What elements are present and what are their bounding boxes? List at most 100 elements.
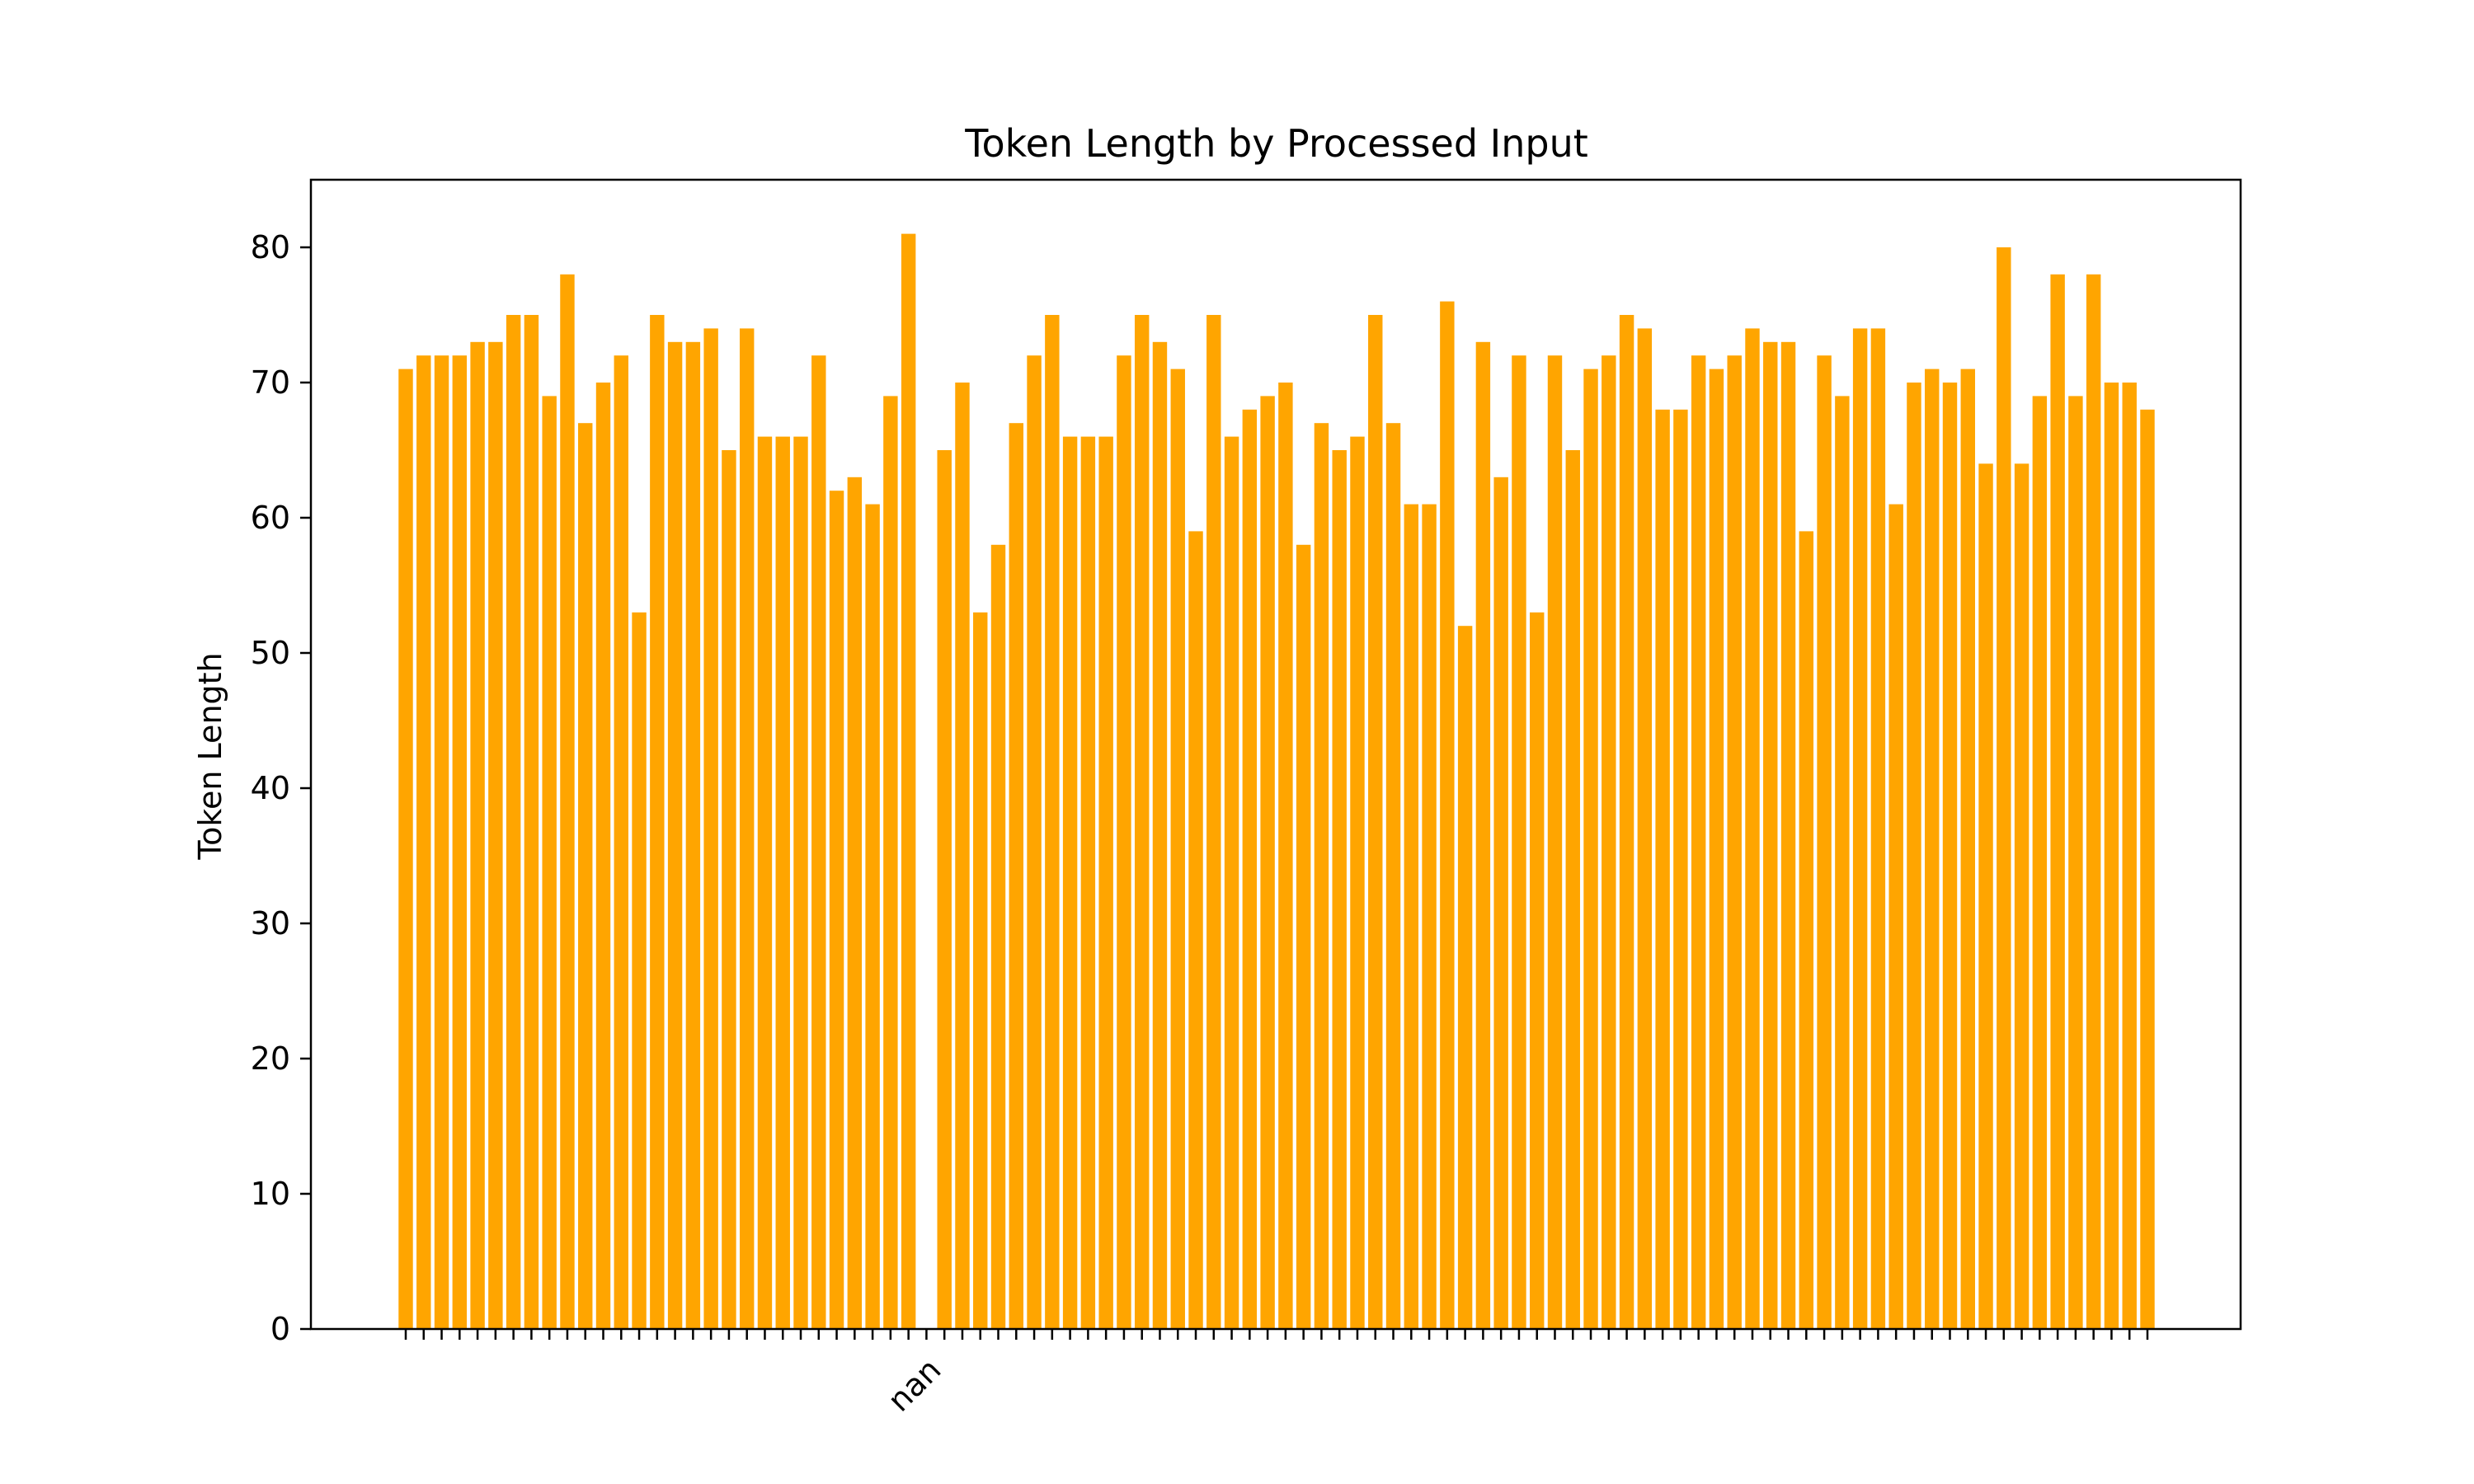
bar-32 [973,612,988,1329]
bar-52 [1332,450,1347,1329]
bar-53 [1350,436,1365,1329]
bar-3 [452,355,468,1330]
bar-37 [1062,436,1078,1329]
bar-66 [1583,369,1598,1330]
bar-42 [1152,341,1168,1329]
bar-76 [1763,341,1778,1329]
bar-65 [1565,450,1580,1329]
y-tick-label-50: 50 [251,635,290,671]
bar-31 [955,383,970,1329]
bar-49 [1278,383,1293,1329]
bars-group [398,233,2155,1330]
bar-17 [703,328,718,1329]
bar-43 [1170,369,1185,1330]
bar-28 [901,233,916,1330]
bar-84 [1907,383,1921,1329]
x-tick-label-29: nan [881,1351,948,1419]
bar-50 [1296,544,1311,1329]
bar-15 [667,341,683,1329]
bar-40 [1117,355,1131,1330]
bar-79 [1817,355,1832,1330]
bar-14 [650,315,665,1329]
bar-30 [937,450,952,1329]
bar-0 [398,369,413,1330]
bar-8 [542,396,557,1329]
bar-88 [1978,463,1993,1329]
bar-48 [1260,396,1275,1329]
bar-13 [632,612,647,1329]
bar-70 [1655,409,1670,1329]
bar-94 [2086,274,2101,1329]
bar-24 [829,491,844,1329]
bar-74 [1727,355,1742,1330]
bar-96 [2122,383,2137,1329]
bar-73 [1709,369,1724,1330]
bar-57 [1422,504,1437,1329]
y-axis: 0 10 20 30 40 50 60 70 80 [251,229,311,1347]
bar-27 [883,396,898,1329]
x-axis: nan [404,1329,2149,1419]
bar-36 [1045,315,1060,1329]
bar-47 [1242,409,1258,1329]
bar-78 [1799,531,1814,1329]
bar-63 [1530,612,1545,1329]
bar-95 [2104,383,2119,1329]
bar-4 [470,341,485,1329]
bar-72 [1691,355,1706,1330]
bar-16 [685,341,701,1329]
bar-21 [775,436,790,1329]
bar-64 [1547,355,1563,1330]
bar-80 [1835,396,1850,1329]
bar-25 [847,477,863,1329]
bar-6 [506,315,521,1329]
y-tick-label-40: 40 [251,770,290,806]
bar-56 [1404,504,1419,1329]
plot-frame [309,178,2242,1331]
bar-41 [1134,315,1150,1329]
bar-87 [1960,369,1975,1330]
bar-93 [2068,396,2083,1329]
bar-35 [1027,355,1042,1330]
bar-97 [2140,409,2155,1329]
bar-85 [1925,369,1940,1330]
y-tick-label-80: 80 [251,229,290,265]
bar-7 [524,315,539,1329]
y-axis-label: Token Length [192,652,228,860]
bar-19 [739,328,755,1329]
bar-44 [1188,531,1203,1329]
bar-22 [793,436,808,1329]
chart-title: Token Length by Processed Input [964,121,1588,166]
bar-69 [1637,328,1653,1329]
bar-10 [578,423,593,1330]
bar-55 [1385,423,1401,1330]
bar-45 [1206,315,1221,1329]
bar-38 [1080,436,1096,1329]
bar-71 [1673,409,1688,1329]
bar-91 [2032,396,2048,1329]
bar-60 [1475,341,1491,1329]
bar-62 [1512,355,1526,1330]
y-tick-label-30: 30 [251,905,290,942]
y-tick-label-10: 10 [251,1176,290,1212]
bar-77 [1780,341,1796,1329]
bar-20 [757,436,773,1329]
bar-1 [416,355,431,1330]
bar-75 [1745,328,1760,1329]
bar-68 [1619,315,1634,1329]
bar-86 [1942,383,1958,1329]
bar-12 [614,355,628,1330]
bar-33 [990,544,1006,1329]
y-tick-label-20: 20 [251,1040,290,1077]
bar-81 [1852,328,1868,1329]
bar-67 [1602,355,1616,1330]
bar-51 [1314,423,1329,1330]
bar-11 [595,383,611,1329]
bar-59 [1457,626,1473,1329]
bar-83 [1888,504,1903,1329]
bar-26 [865,504,880,1329]
bar-54 [1368,315,1383,1329]
bar-34 [1009,423,1023,1330]
bar-58 [1440,301,1455,1330]
